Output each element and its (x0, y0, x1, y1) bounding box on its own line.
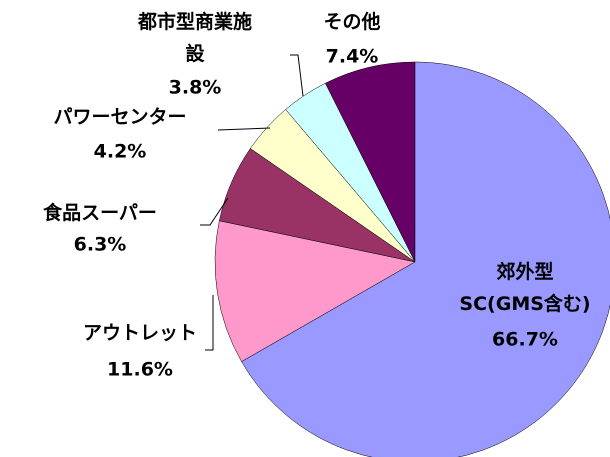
value-label: 6.3% (74, 234, 127, 256)
value-label: 11.6% (107, 359, 173, 381)
leader-line (217, 127, 271, 131)
label-line: その他 (323, 10, 380, 33)
label-line: 食品スーパー (43, 201, 157, 224)
value-label: 66.7% (492, 329, 558, 351)
leader-line (205, 295, 214, 351)
slice-label: アウトレット (83, 322, 197, 344)
slice-label: その他 (323, 10, 380, 33)
slice-label: パワーセンター (53, 106, 186, 128)
label-line: 都市型商業施 (137, 10, 252, 33)
pie-slice (241, 61, 610, 457)
value-label: 3.8% (169, 77, 222, 99)
leader-line (290, 54, 304, 97)
slice-label: 都市型商業施設 (137, 10, 252, 65)
label-line: アウトレット (83, 322, 197, 344)
value-label: 7.4% (326, 46, 379, 68)
label-line: SC(GMS含む) (459, 292, 590, 315)
label-line: パワーセンター (53, 106, 186, 128)
slice-label: 郊外型 SC(GMS含む) (459, 260, 590, 315)
leader-line (200, 197, 229, 226)
slice-label: 食品スーパー (43, 201, 157, 224)
label-line: 郊外型 (496, 260, 553, 283)
label-line: 設 (185, 42, 205, 65)
value-label: 4.2% (94, 141, 147, 163)
pie-slice (214, 220, 416, 362)
